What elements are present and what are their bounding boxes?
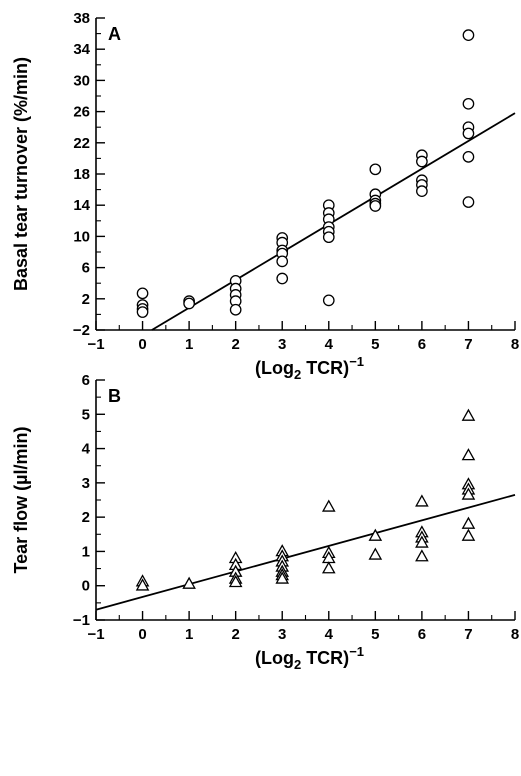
y-tick-label: 1: [82, 543, 90, 560]
data-point: [462, 29, 475, 42]
data-point: [416, 155, 428, 168]
y-tick-label: 30: [73, 72, 90, 89]
x-tick-label: 4: [325, 626, 334, 643]
x-tick-label: 8: [511, 336, 519, 353]
x-tick-label: 6: [418, 626, 426, 643]
x-tick-label: 7: [464, 336, 472, 353]
y-tick-label: 2: [82, 509, 90, 526]
x-tick-label: 2: [231, 336, 239, 353]
data-point: [183, 297, 195, 310]
data-point: [229, 303, 242, 316]
data-point: [276, 255, 289, 268]
data-point: [416, 185, 428, 198]
y-tick-label: −1: [73, 612, 90, 629]
y-tick-label: 6: [82, 260, 90, 277]
data-point: [368, 547, 383, 560]
data-point: [461, 487, 476, 500]
data-point: [322, 231, 335, 244]
y-tick-label: 34: [73, 41, 90, 58]
data-point: [321, 561, 336, 574]
data-point: [228, 574, 243, 588]
y-axis-label: Tear flow (µl/min): [11, 426, 31, 573]
y-axis-label: Basal tear turnover (%/min): [11, 57, 31, 291]
x-tick-label: 0: [138, 336, 146, 353]
data-point: [322, 294, 335, 307]
x-tick-label: 4: [325, 336, 334, 353]
data-point: [136, 306, 149, 318]
y-tick-label: 3: [82, 475, 90, 492]
x-tick-label: −1: [87, 336, 104, 353]
y-tick-label: 38: [73, 10, 90, 27]
x-tick-label: 3: [278, 626, 286, 643]
data-point: [415, 535, 429, 548]
x-tick-label: 1: [185, 626, 193, 643]
x-tick-label: 5: [371, 626, 379, 643]
data-point: [462, 150, 475, 163]
x-tick-label: 6: [418, 336, 426, 353]
x-axis-label: (Log2 TCR)−1: [255, 354, 364, 382]
y-tick-label: 18: [73, 166, 90, 183]
panel-label: A: [108, 24, 121, 44]
y-tick-label: 0: [82, 578, 90, 595]
data-point: [461, 408, 476, 421]
y-tick-label: 5: [82, 406, 90, 423]
y-tick-label: 4: [82, 441, 91, 458]
regression-line: [95, 493, 516, 611]
x-tick-label: 3: [278, 336, 286, 353]
data-point: [369, 200, 382, 212]
data-point: [369, 163, 382, 176]
data-point: [461, 516, 476, 529]
data-point: [368, 528, 383, 541]
y-tick-label: 6: [82, 372, 90, 389]
data-point: [321, 499, 336, 512]
panel-label: B: [108, 386, 121, 406]
data-point: [275, 571, 290, 584]
data-point: [462, 127, 475, 140]
data-point: [415, 494, 429, 507]
y-tick-label: 14: [73, 197, 90, 214]
data-point: [135, 578, 150, 591]
data-point: [136, 287, 149, 300]
y-tick-label: 22: [73, 135, 90, 152]
x-axis-label: (Log2 TCR)−1: [255, 644, 364, 672]
data-point: [415, 549, 429, 562]
data-point: [276, 272, 289, 285]
x-tick-label: 1: [185, 336, 193, 353]
y-tick-label: 2: [82, 291, 90, 308]
x-tick-label: 8: [511, 626, 519, 643]
data-point: [461, 528, 476, 541]
x-tick-label: 2: [231, 626, 239, 643]
x-tick-label: 0: [138, 626, 146, 643]
y-tick-label: −2: [73, 322, 90, 339]
x-tick-label: 5: [371, 336, 379, 353]
x-tick-label: −1: [87, 626, 104, 643]
data-point: [462, 196, 475, 208]
x-tick-label: 7: [464, 626, 472, 643]
data-point: [461, 448, 476, 461]
y-tick-label: 26: [73, 104, 90, 121]
data-point: [182, 576, 196, 589]
data-point: [462, 97, 475, 110]
y-tick-label: 10: [73, 228, 90, 245]
panel-b: −1 0 1 2 3 4 5 6 −1 0 1 2 3 4 5 6 7 8 B (Log2 TCR)−1 Tear fl…: [11, 372, 519, 672]
